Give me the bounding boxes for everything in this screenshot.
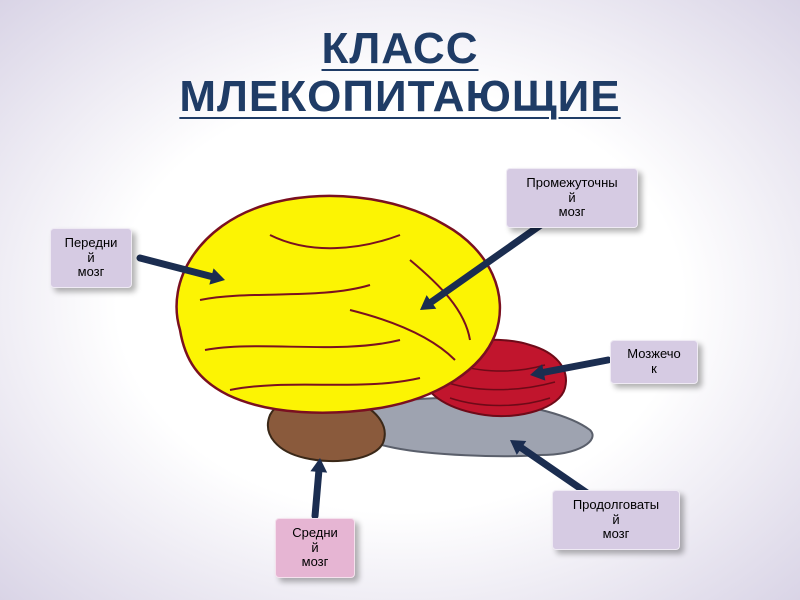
forebrain-label: Передни й мозг [50, 228, 132, 288]
midbrain-arrow [315, 472, 319, 516]
diencephalon-label-text: Промежуточны й мозг [526, 176, 617, 221]
midbrain-label: Средни й мозг [275, 518, 355, 578]
forebrain-label-text: Передни й мозг [65, 236, 118, 281]
midbrain-label-text: Средни й мозг [292, 526, 338, 571]
cerebellum-label-text: Мозжечо к [627, 347, 681, 377]
forebrain-shape [177, 196, 500, 413]
brain-diagram [0, 0, 800, 600]
medulla-label: Продолговаты й мозг [552, 490, 680, 550]
diencephalon-label: Промежуточны й мозг [506, 168, 638, 228]
cerebellum-label: Мозжечо к [610, 340, 698, 384]
medulla-label-text: Продолговаты й мозг [573, 498, 659, 543]
